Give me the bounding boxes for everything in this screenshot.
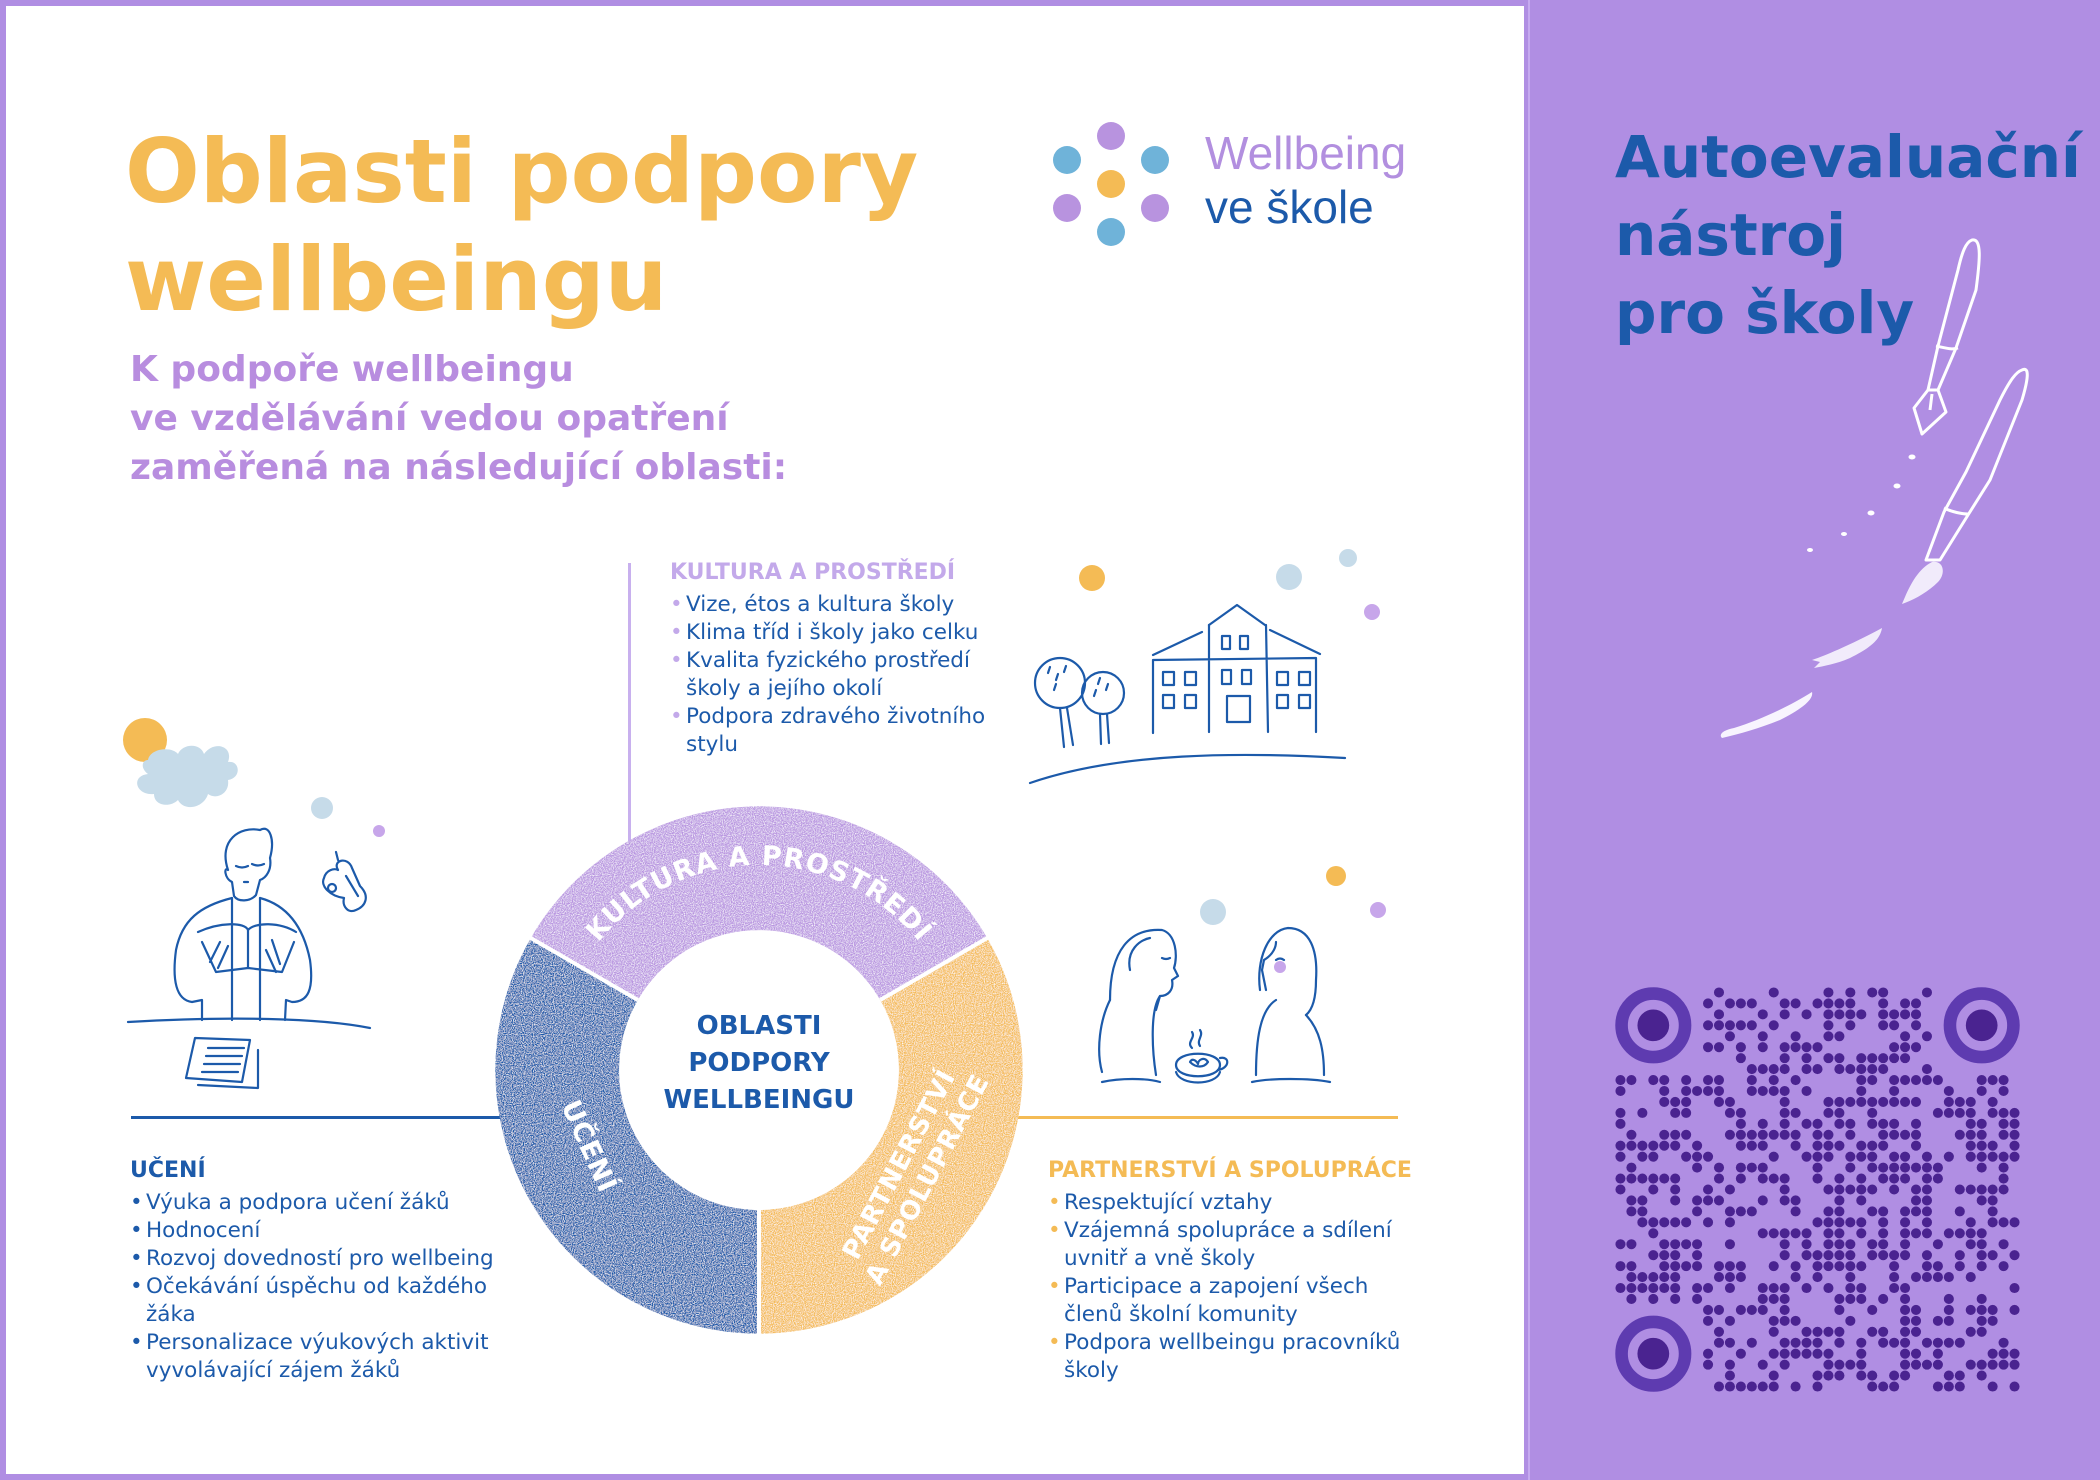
uceni-connector-line — [131, 1116, 511, 1119]
donut-center-label: OBLASTI PODPORY WELLBEINGU — [659, 1008, 859, 1119]
subtitle-line-3: zaměřená na následující oblasti: — [130, 447, 788, 488]
list-item: Podpora zdravého životního stylu — [670, 703, 1000, 759]
uceni-list: Výuka a podpora učení žáků Hodnocení Roz… — [130, 1189, 510, 1385]
school-building-illustration — [1028, 549, 1380, 785]
subtitle-line-1: K podpoře wellbeingu — [130, 349, 574, 390]
list-item: Respektující vztahy — [1048, 1189, 1428, 1217]
partnerstvi-connector-line — [1010, 1116, 1398, 1119]
logo-dot-icon — [1053, 146, 1081, 174]
center-line-3: WELLBEINGU — [663, 1085, 855, 1115]
wellbeing-logo: Wellbeing ve škole — [1045, 120, 1435, 250]
kultura-connector-line — [628, 563, 631, 843]
title-line-2: wellbeingu — [125, 228, 668, 331]
segment-uceni — [495, 938, 759, 1334]
logo-line-2: ve škole — [1205, 181, 1374, 233]
logo-dot-icon — [1097, 122, 1125, 150]
side-title-line-1: Autoevaluační — [1615, 123, 2081, 191]
page-title: Oblasti podpory wellbeingu — [125, 118, 918, 334]
list-item: Klima tříd i školy jako celku — [670, 619, 1000, 647]
logo-line-1: Wellbeing — [1205, 127, 1407, 179]
kultura-list: Vize, étos a kultura školy Klima tříd i … — [670, 591, 1000, 759]
logo-dot-icon — [1141, 146, 1169, 174]
side-title-line-2: nástroj — [1615, 201, 1847, 269]
section-heading-kultura: KULTURA A PROSTŘEDÍ — [670, 560, 956, 585]
section-partnerstvi: PARTNERSTVÍ A SPOLUPRÁCE Respektující vz… — [1048, 1158, 1428, 1385]
list-item: Personalizace výukových aktivit vyvoláva… — [130, 1329, 510, 1385]
side-panel-title: Autoevaluační nástroj pro školy — [1615, 118, 2081, 352]
side-title-line-3: pro školy — [1615, 279, 1915, 347]
reading-student-illustration — [123, 718, 385, 1090]
qr-code-icon[interactable] — [1615, 987, 2020, 1392]
section-heading-partnerstvi: PARTNERSTVÍ A SPOLUPRÁCE — [1048, 1158, 1412, 1183]
page-subtitle: K podpoře wellbeingu ve vzdělávání vedou… — [130, 345, 787, 492]
subtitle-line-2: ve vzdělávání vedou opatření — [130, 398, 729, 439]
list-item: Výuka a podpora učení žáků — [130, 1189, 510, 1217]
list-item: Kvalita fyzického prostředí školy a její… — [670, 647, 1000, 703]
logo-dot-icon — [1097, 218, 1125, 246]
center-line-2: PODPORY — [688, 1048, 830, 1078]
list-item: Podpora wellbeingu pracovníků školy — [1048, 1329, 1428, 1385]
panel-divider — [1528, 0, 1530, 1480]
section-heading-uceni: UČENÍ — [130, 1158, 206, 1183]
section-kultura: KULTURA A PROSTŘEDÍ Vize, étos a kultura… — [670, 560, 1000, 759]
list-item: Rozvoj dovedností pro wellbeing — [130, 1245, 510, 1273]
pen-and-brush-icon — [1720, 238, 2029, 738]
partnerstvi-list: Respektující vztahy Vzájemná spolupráce … — [1048, 1189, 1428, 1385]
segment-kultura — [530, 806, 988, 1000]
conversation-illustration — [1098, 866, 1386, 1084]
center-line-1: OBLASTI — [696, 1011, 822, 1041]
title-line-1: Oblasti podpory — [125, 120, 919, 223]
logo-text: Wellbeing ve škole — [1205, 126, 1406, 234]
logo-dot-icon — [1053, 194, 1081, 222]
list-item: Hodnocení — [130, 1217, 510, 1245]
logo-dot-icon — [1141, 194, 1169, 222]
logo-dot-icon — [1097, 170, 1125, 198]
wellbeing-areas-donut: KULTURA A PROSTŘEDÍ UČENÍ PARTNERSTVÍ A … — [495, 806, 1023, 1334]
list-item: Vize, étos a kultura školy — [670, 591, 1000, 619]
list-item: Participace a zapojení všech členů školn… — [1048, 1273, 1428, 1329]
segment-partnerstvi — [759, 938, 1023, 1334]
section-uceni: UČENÍ Výuka a podpora učení žáků Hodnoce… — [130, 1158, 510, 1385]
list-item: Očekávání úspěchu od každého žáka — [130, 1273, 510, 1329]
list-item: Vzájemná spolupráce a sdílení uvnitř a v… — [1048, 1217, 1428, 1273]
